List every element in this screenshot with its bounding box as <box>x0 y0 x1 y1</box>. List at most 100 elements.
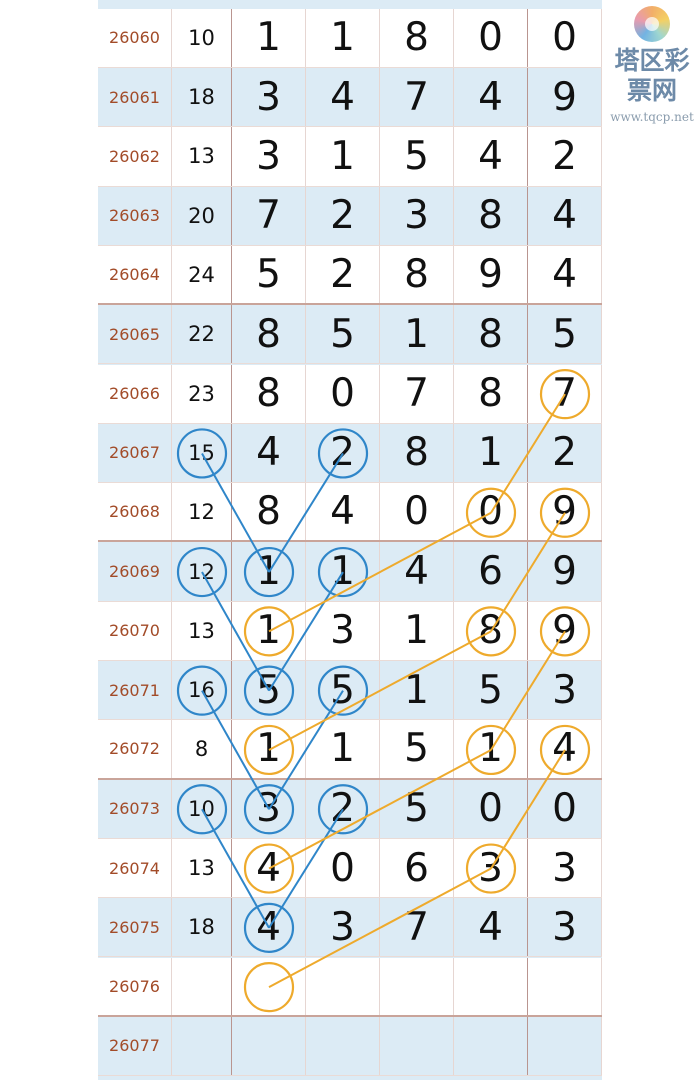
period-cell: 26062 <box>98 127 172 186</box>
digit-cell-4: 3 <box>454 838 528 898</box>
table-row: 26074 13 4 0 6 3 3 <box>98 838 602 899</box>
sum-cell: 23 <box>172 364 232 423</box>
watermark: 塔区彩票网 www.tqcp.net <box>606 6 698 125</box>
table-row: 26061 18 3 4 7 4 9 <box>98 68 602 128</box>
digit-cell-4: 1 <box>454 423 528 483</box>
digit-cell-3: 6 <box>380 838 454 898</box>
digit-cell-3: 1 <box>380 601 454 660</box>
table-row: 26069 12 1 1 4 6 9 <box>98 542 602 602</box>
digit-cell-5: 2 <box>528 423 602 483</box>
table-row: 26064 24 5 2 8 9 4 <box>98 245 602 306</box>
digit-cell-1 <box>232 957 306 1015</box>
digit-cell-3: 7 <box>380 364 454 423</box>
digit-cell-1: 1 <box>232 601 306 660</box>
period-cell: 26077 <box>98 1016 172 1076</box>
digit-cell-2: 3 <box>306 898 380 957</box>
digit-cell-3: 3 <box>380 186 454 245</box>
digit-cell-5 <box>528 957 602 1015</box>
digit-cell-3 <box>380 1016 454 1076</box>
sum-cell <box>172 1016 232 1076</box>
digit-cell-5: 9 <box>528 542 602 601</box>
period-cell: 26069 <box>98 542 172 601</box>
digit-cell-3: 5 <box>380 127 454 186</box>
sum-cell: 16 <box>172 661 232 720</box>
digit-cell-5: 2 <box>528 127 602 186</box>
digit-cell-5: 3 <box>528 898 602 957</box>
table-row: 26065 22 8 5 1 8 5 <box>98 305 602 365</box>
digit-cell-5: 5 <box>528 305 602 364</box>
sum-cell: 8 <box>172 720 232 778</box>
digit-cell-4: 8 <box>454 305 528 364</box>
watermark-url: www.tqcp.net <box>610 110 694 124</box>
digit-cell-1: 8 <box>232 364 306 423</box>
digit-cell-4: 0 <box>454 779 528 838</box>
digit-cell-1: 8 <box>232 483 306 541</box>
digit-cell-2: 2 <box>306 186 380 245</box>
table-row: 26073 10 3 2 5 0 0 <box>98 779 602 839</box>
period-cell: 26072 <box>98 720 172 778</box>
digit-cell-5: 3 <box>528 838 602 898</box>
digit-cell-3: 0 <box>380 483 454 541</box>
digit-cell-4: 4 <box>454 68 528 127</box>
digit-cell-3: 8 <box>380 8 454 67</box>
period-cell: 26076 <box>98 957 172 1015</box>
digit-cell-1: 4 <box>232 838 306 898</box>
digit-cell-2: 4 <box>306 483 380 541</box>
digit-cell-2: 1 <box>306 127 380 186</box>
digit-cell-2: 0 <box>306 838 380 898</box>
digit-cell-1: 1 <box>232 8 306 67</box>
sum-cell: 10 <box>172 8 232 67</box>
table-row: 26075 18 4 3 7 4 3 <box>98 898 602 958</box>
digit-cell-1: 1 <box>232 720 306 778</box>
sum-cell: 13 <box>172 838 232 898</box>
table-row: 26070 13 1 3 1 8 9 <box>98 601 602 661</box>
digit-cell-4: 8 <box>454 364 528 423</box>
period-cell: 26061 <box>98 68 172 127</box>
table-row: 26068 12 8 4 0 0 9 <box>98 483 602 543</box>
digit-cell-2: 4 <box>306 68 380 127</box>
digit-cell-2: 5 <box>306 661 380 720</box>
digit-cell-4: 1 <box>454 720 528 778</box>
digit-cell-1: 4 <box>232 423 306 483</box>
watermark-logo-icon <box>634 6 670 42</box>
digit-cell-3: 1 <box>380 661 454 720</box>
period-cell: 26075 <box>98 898 172 957</box>
digit-cell-3 <box>380 957 454 1015</box>
digit-cell-1: 3 <box>232 68 306 127</box>
digit-cell-2: 1 <box>306 542 380 601</box>
table-row: 26076 <box>98 957 602 1017</box>
digit-cell-2 <box>306 1016 380 1076</box>
sum-cell: 10 <box>172 779 232 838</box>
digit-cell-5 <box>528 1016 602 1076</box>
table-row: 26066 23 8 0 7 8 7 <box>98 364 602 424</box>
digit-cell-5: 7 <box>528 364 602 423</box>
digit-cell-5: 9 <box>528 601 602 660</box>
period-cell: 26066 <box>98 364 172 423</box>
period-cell: 26068 <box>98 483 172 541</box>
digit-cell-3: 4 <box>380 542 454 601</box>
period-cell: 26065 <box>98 305 172 364</box>
table-row: 26062 13 3 1 5 4 2 <box>98 127 602 187</box>
table-row: 26060 10 1 1 8 0 0 <box>98 8 602 68</box>
period-cell: 26070 <box>98 601 172 660</box>
period-cell: 26071 <box>98 661 172 720</box>
digit-cell-4: 5 <box>454 661 528 720</box>
digit-cell-5: 3 <box>528 661 602 720</box>
table-row: 26063 20 7 2 3 8 4 <box>98 186 602 246</box>
digit-cell-4: 8 <box>454 186 528 245</box>
digit-cell-5: 4 <box>528 245 602 304</box>
digit-cell-5: 4 <box>528 720 602 778</box>
digit-cell-2: 1 <box>306 8 380 67</box>
table-row: 26071 16 5 5 1 5 3 <box>98 661 602 721</box>
digit-cell-3: 7 <box>380 68 454 127</box>
digit-cell-4: 4 <box>454 898 528 957</box>
sum-cell: 13 <box>172 127 232 186</box>
digit-cell-3: 5 <box>380 779 454 838</box>
sum-cell: 18 <box>172 898 232 957</box>
digit-cell-3: 8 <box>380 245 454 304</box>
digit-cell-4: 0 <box>454 8 528 67</box>
digit-cell-1: 5 <box>232 245 306 304</box>
table-row: 26077 <box>98 1016 602 1077</box>
table-row: 26067 15 4 2 8 1 2 <box>98 423 602 484</box>
period-cell: 26060 <box>98 8 172 67</box>
